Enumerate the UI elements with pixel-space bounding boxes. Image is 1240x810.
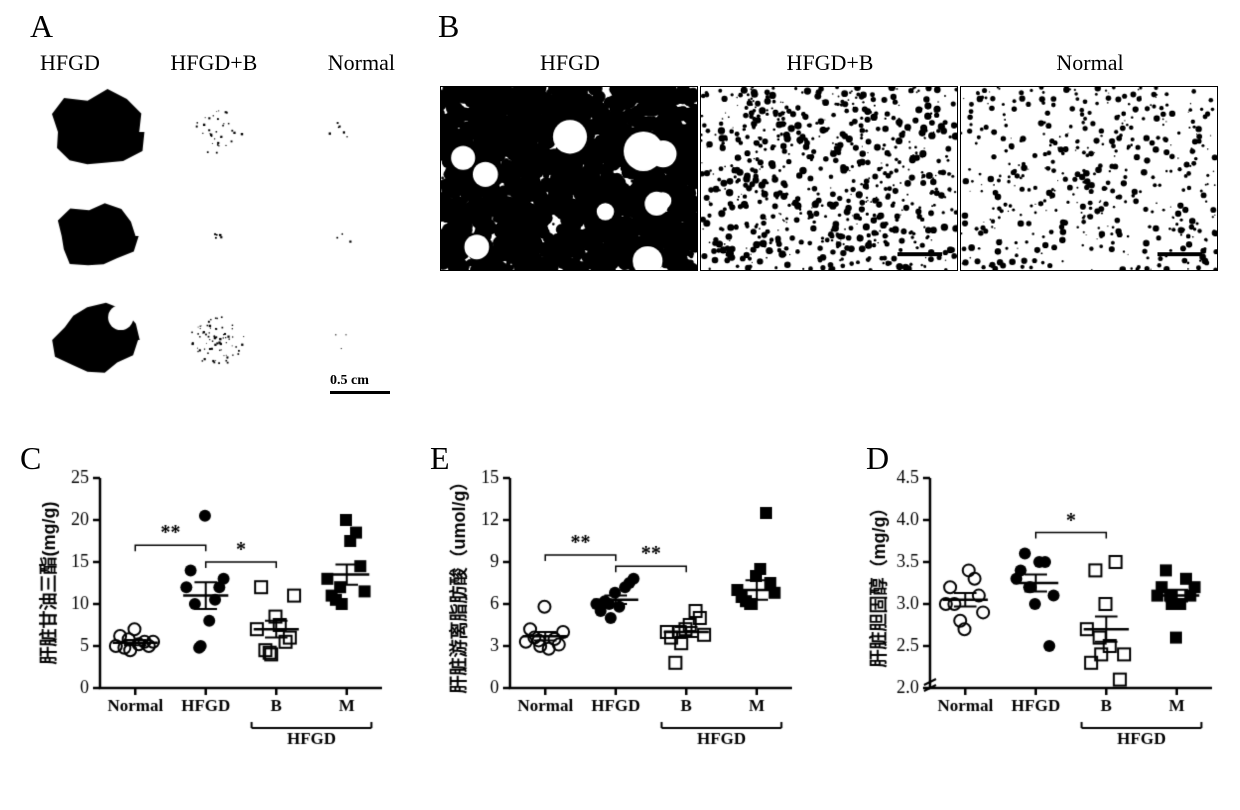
panel-a-sample xyxy=(284,186,394,291)
panel-a-sample xyxy=(41,290,151,395)
panel-b-group-1: HFGD+B xyxy=(700,50,960,76)
micrograph-hfgd-b xyxy=(700,86,958,271)
panel-label-a: A xyxy=(30,8,53,45)
panel-a-sample xyxy=(162,186,272,291)
panel-label-b: B xyxy=(438,8,459,45)
scatter-e xyxy=(440,460,800,760)
panel-a-scale: 0.5 cm xyxy=(330,373,390,394)
panel-b-group-2: Normal xyxy=(960,50,1220,76)
scatter-d xyxy=(860,460,1220,760)
panel-c xyxy=(30,460,390,760)
panel-d xyxy=(860,460,1220,760)
panel-a-scale-label: 0.5 cm xyxy=(330,373,369,388)
panel-a-sample xyxy=(284,82,394,187)
panel-b: HFGD HFGD+B Normal xyxy=(440,50,1220,271)
micrograph-normal xyxy=(960,86,1218,271)
panel-a-sample xyxy=(41,186,151,291)
panel-a-group-0: HFGD xyxy=(40,50,100,76)
panel-a-group-1: HFGD+B xyxy=(170,50,257,76)
panel-a-sample xyxy=(162,290,272,395)
panel-a-sample xyxy=(162,82,272,187)
panel-e xyxy=(440,460,800,760)
scatter-c xyxy=(30,460,390,760)
micrograph-hfgd xyxy=(440,86,698,271)
panel-a: HFGD HFGD+B Normal 0.5 cm xyxy=(35,50,400,392)
panel-a-group-2: Normal xyxy=(328,50,395,76)
panel-b-group-0: HFGD xyxy=(440,50,700,76)
panel-a-sample xyxy=(41,82,151,187)
